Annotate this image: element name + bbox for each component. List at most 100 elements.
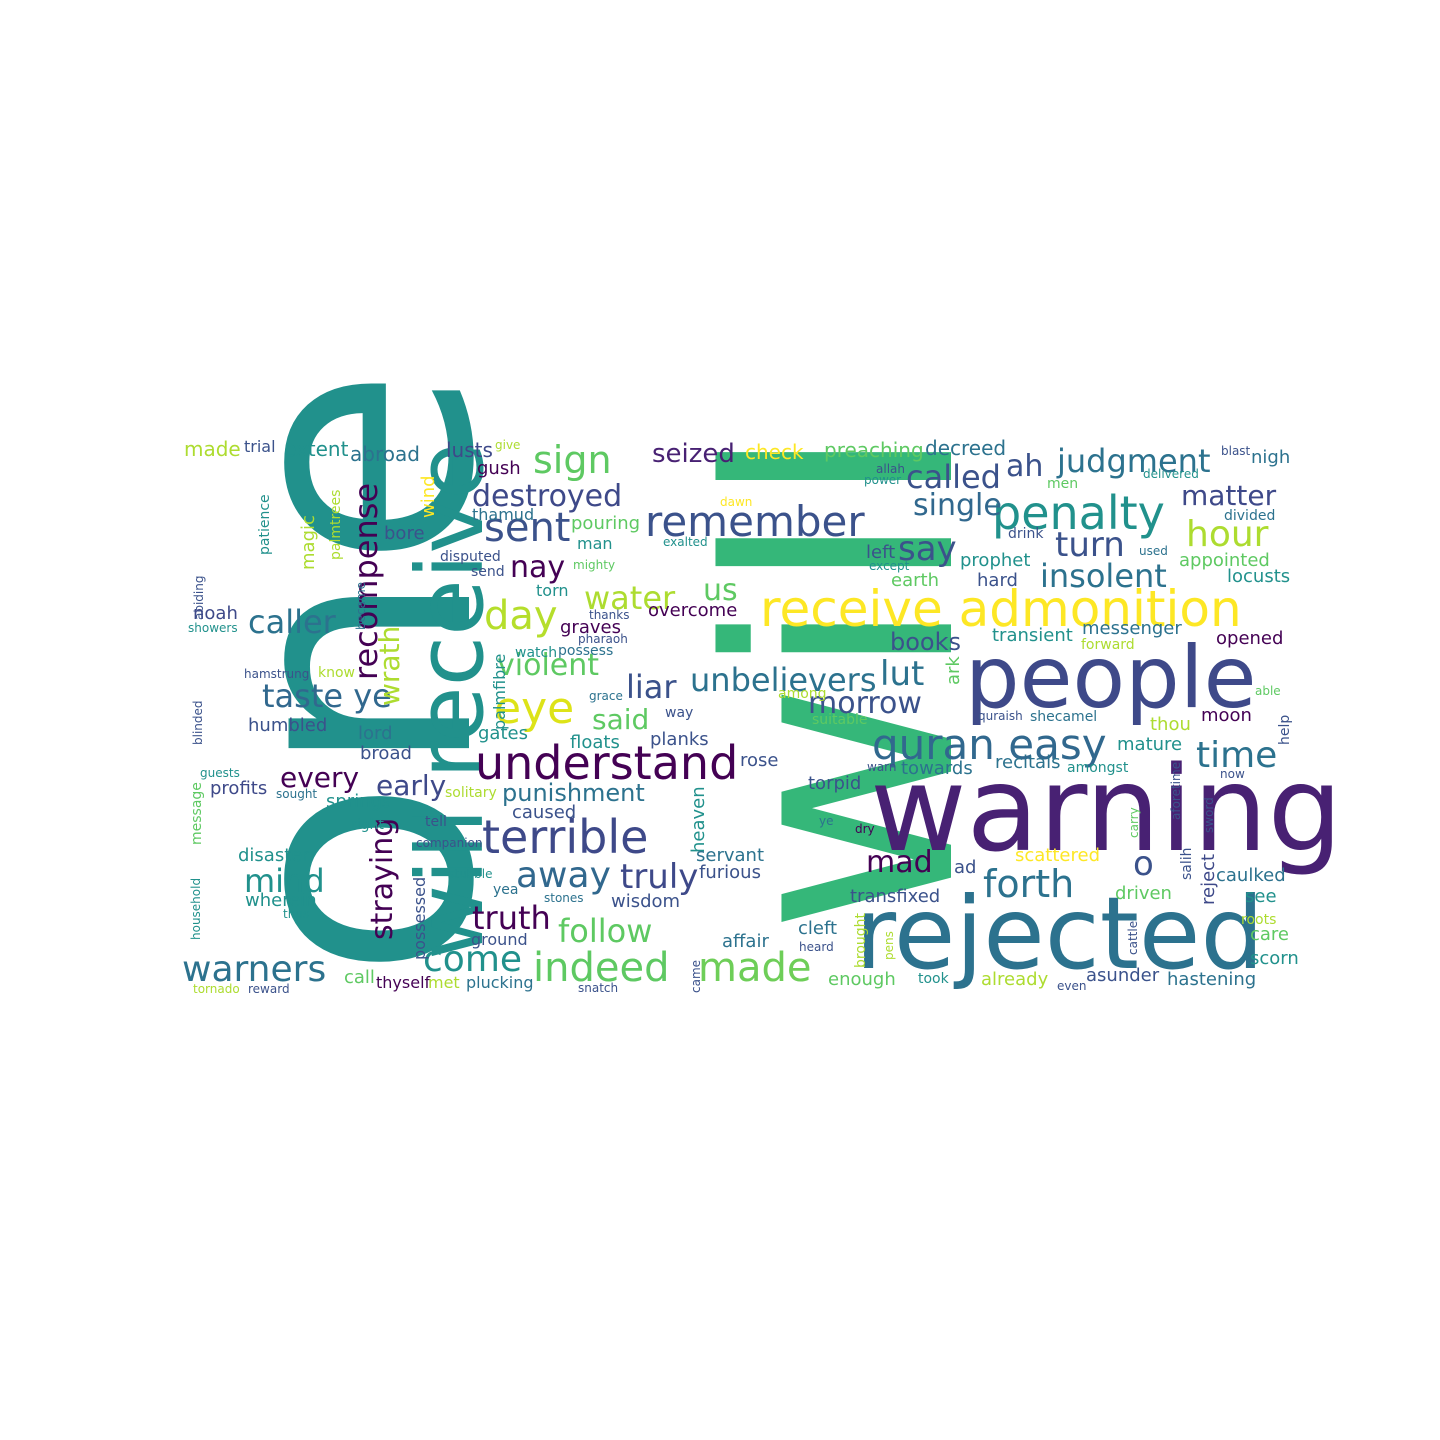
word-extent: extent (284, 436, 349, 461)
word-single: single (913, 488, 1002, 524)
word-stubble: stubble (448, 867, 493, 882)
word-plucking: plucking (466, 972, 534, 992)
word-hour: hour (1186, 514, 1269, 556)
word-wherein: wherein (245, 890, 317, 912)
word-give: give (495, 438, 521, 453)
word-penalty: penalty (992, 486, 1165, 541)
word-already: already (981, 969, 1049, 991)
word-matter: matter (1181, 479, 1277, 513)
word-rejected: rejected (855, 875, 1264, 992)
word-time: time (1196, 735, 1278, 777)
word-liar: liar (626, 667, 677, 706)
word-cleft: cleft (798, 918, 838, 940)
word-turn: turn (1055, 525, 1125, 566)
word-care: care (1250, 924, 1290, 946)
word-check: check (745, 439, 804, 464)
word-appointed: appointed (1179, 550, 1270, 572)
word-among: among (778, 685, 827, 702)
word-except: except (869, 559, 910, 574)
word-driven: driven (1115, 883, 1172, 905)
word-humbled: humbled (248, 715, 328, 737)
word-insolent: insolent (1040, 556, 1167, 595)
word-amongst: amongst (1067, 759, 1129, 776)
word-profits: profits (210, 778, 268, 800)
word-palmfibre: palmfibre (490, 653, 509, 730)
word-suitable: suitable (812, 711, 868, 728)
word-men: men (1047, 475, 1079, 492)
word-palmtrees: palmtrees (328, 489, 344, 560)
word-hard: hard (977, 570, 1018, 592)
word-reject: reject (1198, 853, 1219, 905)
word-noah: noah (193, 603, 238, 625)
word-violent: violent (497, 648, 600, 684)
word-mighty: mighty (573, 558, 616, 573)
word-nigh: nigh (1251, 447, 1291, 469)
word-dawn: dawn (720, 495, 753, 510)
word-prophet: prophet (960, 550, 1031, 572)
word-torpid: torpid (808, 773, 862, 795)
word-snatch: snatch (578, 981, 619, 996)
word-early: early (376, 769, 447, 803)
word-towards: towards (901, 758, 973, 780)
word-ye: ye (819, 814, 834, 829)
word-caulked: caulked (1216, 865, 1286, 887)
word-magic: magic (298, 515, 319, 570)
word-destroyed: destroyed (472, 479, 623, 515)
word-thou: thou (1150, 714, 1191, 736)
word-follow: follow (558, 911, 653, 950)
word-power: power (864, 473, 902, 488)
word-o: o (1133, 844, 1154, 885)
word-man: man (577, 533, 613, 553)
word-heaven: heaven (688, 786, 709, 853)
word-exalted: exalted (663, 535, 708, 550)
word-came: came (689, 959, 703, 993)
word-warning: warning (870, 740, 1343, 879)
word-reward: reward (248, 982, 290, 997)
word-receive-admonition: receive admonition (760, 580, 1242, 638)
word-disputed: disputed (440, 548, 501, 565)
word-judgment: judgment (1057, 441, 1211, 480)
word-way: way (665, 704, 694, 721)
word-blinded: blinded (191, 700, 205, 745)
word-called: called (906, 457, 1001, 496)
word-truth: truth (472, 898, 551, 937)
word-possessed: possessed (410, 876, 429, 960)
word-made: made (184, 436, 241, 461)
word-indeed: indeed (533, 945, 670, 992)
word-wrath: wrath (373, 625, 406, 706)
word-graves: graves (560, 617, 621, 639)
word-caller: caller (248, 602, 336, 641)
word-solitary: solitary (445, 784, 497, 801)
word-tornado: tornado (193, 982, 240, 997)
word-every: every (280, 761, 360, 795)
word-forth: forth (983, 861, 1075, 906)
word-locusts: locusts (1227, 566, 1291, 588)
word-carry: carry (1127, 807, 1141, 838)
word-preaching: preaching (824, 437, 924, 462)
word-truly: truly (620, 857, 699, 898)
word-drink: drink (1008, 525, 1044, 542)
word-asunder: asunder (1086, 965, 1160, 987)
word-warn: warn (867, 760, 897, 775)
word-send: send (471, 563, 505, 580)
word-help: help (1277, 714, 1293, 745)
word-able: able (1255, 684, 1281, 699)
word-aforetime: aforetime (1169, 761, 1183, 820)
word-shecamel: shecamel (1030, 708, 1098, 725)
word-ad: ad (954, 857, 977, 879)
word-broad: broad (360, 743, 412, 765)
word-heard: heard (799, 940, 834, 955)
word-decreed: decreed (925, 435, 1007, 460)
word-springs: springs (326, 791, 392, 813)
word-ah: ah (1006, 449, 1044, 485)
word-sought: sought (276, 787, 318, 802)
word-wisdom: wisdom (611, 891, 681, 913)
word-furious: furious (699, 862, 761, 884)
word-see: see (1245, 886, 1277, 908)
word-gates: gates (478, 723, 528, 745)
word-lord: lord (358, 723, 393, 745)
word-used: used (1139, 544, 1168, 559)
word-messenger: messenger (1082, 618, 1182, 640)
word-terrible: terrible (482, 810, 649, 865)
word-household: household (189, 877, 203, 940)
